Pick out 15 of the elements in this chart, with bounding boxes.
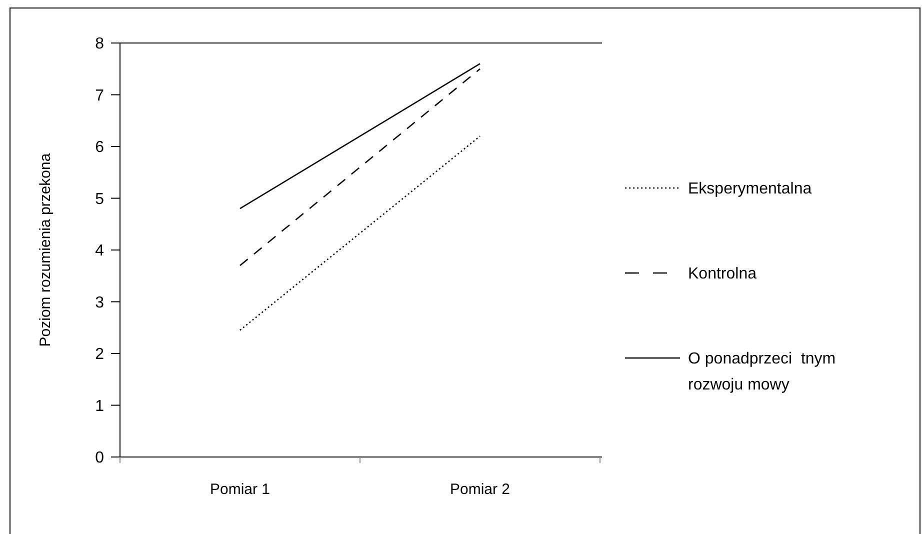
x-tick-label: Pomiar 2	[450, 481, 510, 498]
y-tick-label: 7	[95, 87, 104, 104]
legend-label: O ponadprzeci tnym rozwoju mowy	[688, 350, 836, 394]
y-tick-label: 3	[95, 294, 104, 312]
legend-label: Eksperymentalna	[688, 180, 812, 198]
legend-label: Kontrolna	[688, 266, 757, 283]
x-tick-label: Pomiar 1	[210, 481, 270, 498]
y-tick-label: 0	[95, 450, 104, 467]
y-axis-title: Poziom rozumienia przekona	[37, 152, 54, 347]
y-tick-label: 4	[95, 242, 104, 260]
y-tick-label: 6	[95, 139, 104, 156]
y-tick-label: 2	[95, 346, 104, 364]
y-tick-label: 8	[95, 36, 104, 53]
y-tick-label: 1	[95, 398, 104, 415]
y-tick-label: 5	[95, 190, 104, 208]
